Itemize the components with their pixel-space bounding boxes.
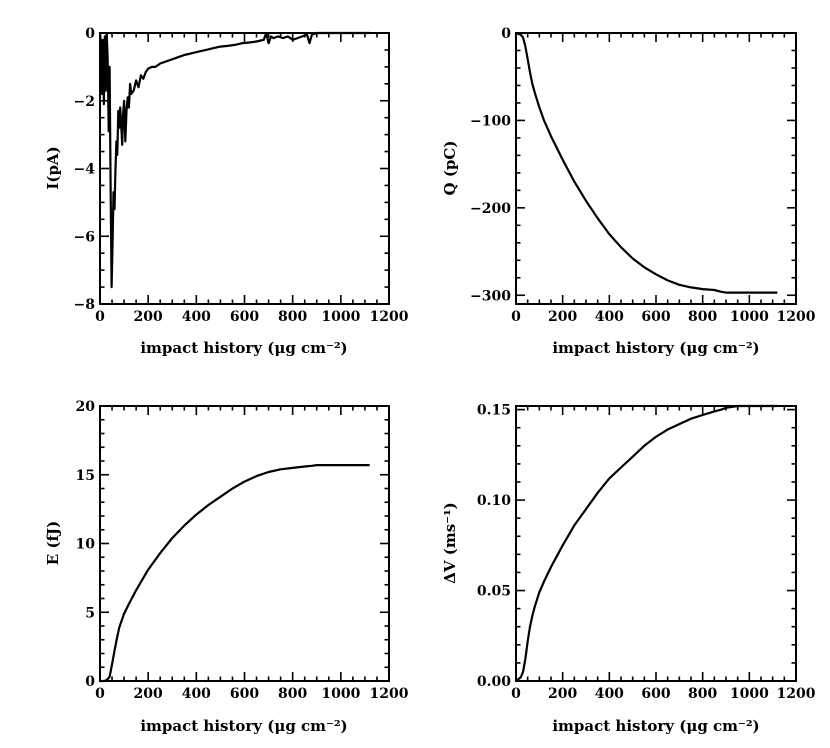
x-tick-label: 400	[595, 686, 624, 702]
tick-labels: 0 200 400 600 800 1000 1200 0 5 10 15 20	[76, 399, 409, 702]
x-tick-label: 400	[182, 686, 211, 702]
y-tick-label: 0.00	[477, 674, 511, 690]
y-axis-label: I(pA)	[44, 146, 62, 189]
y-tick-label: 0	[85, 26, 95, 42]
tick-marks	[515, 406, 797, 682]
x-tick-label: 1000	[321, 309, 360, 325]
energy-series-line	[100, 464, 370, 683]
tick-labels: 0 200 400 600 800 1000 1200 −8 −6 −4 −2 0	[74, 26, 409, 325]
x-tick-label: 800	[278, 686, 307, 702]
y-tick-label: 5	[85, 605, 95, 621]
panel-energy: 0 200 400 600 800 1000 1200 0 5 10 15 20 E (fJ) imp…	[44, 399, 409, 735]
x-tick-label: 800	[688, 686, 717, 702]
current-series-line	[98, 31, 370, 289]
x-tick-label: 600	[230, 686, 259, 702]
y-tick-label: −2	[74, 94, 95, 110]
plot-frame	[515, 32, 797, 305]
x-tick-label: 200	[134, 686, 163, 702]
x-tick-label: 1000	[321, 686, 360, 702]
x-tick-label: 200	[134, 309, 163, 325]
x-tick-label: 1000	[730, 309, 769, 325]
plot-frame	[99, 405, 390, 682]
x-tick-label: 1200	[777, 686, 816, 702]
x-tick-label: 0	[511, 686, 521, 702]
x-tick-label: 800	[278, 309, 307, 325]
y-axis-label: E (fJ)	[44, 521, 62, 565]
x-tick-label: 600	[641, 686, 670, 702]
x-tick-label: 200	[548, 686, 577, 702]
x-axis-label: impact history (μg cm⁻²)	[552, 339, 759, 357]
x-tick-label: 0	[95, 686, 105, 702]
x-axis-label: impact history (μg cm⁻²)	[552, 717, 759, 735]
x-tick-label: 400	[595, 309, 624, 325]
x-tick-label: 1200	[370, 309, 409, 325]
velocity-series-line	[515, 404, 778, 682]
charge-series-line	[515, 31, 778, 294]
x-tick-label: 1200	[370, 686, 409, 702]
panel-velocity: 0 200 400 600 800 1000 1200 0.00 0.05 0.10 0.15 ΔV…	[441, 403, 816, 735]
y-axis-label: ΔV (ms⁻¹)	[441, 502, 459, 584]
y-tick-label: −200	[470, 201, 511, 217]
y-tick-label: −6	[74, 229, 95, 245]
x-tick-label: 1200	[777, 309, 816, 325]
tick-marks	[99, 32, 390, 305]
tick-marks	[515, 32, 797, 304]
x-tick-label: 600	[641, 309, 670, 325]
tick-labels: 0 200 400 600 800 1000 1200 −300 −200 −100 0	[470, 26, 816, 325]
x-tick-label: 0	[511, 309, 521, 325]
y-tick-label: 0.15	[477, 403, 511, 419]
y-tick-label: 0	[501, 26, 511, 42]
y-tick-label: −8	[74, 297, 95, 313]
plot-frame	[515, 405, 797, 682]
x-tick-label: 200	[548, 309, 577, 325]
x-tick-label: 1000	[730, 686, 769, 702]
x-axis-label: impact history (μg cm⁻²)	[140, 717, 347, 735]
y-tick-label: 0.05	[477, 584, 511, 600]
y-tick-label: −100	[470, 113, 511, 129]
y-tick-label: 0	[85, 674, 95, 690]
y-tick-label: 20	[76, 399, 96, 415]
tick-labels: 0 200 400 600 800 1000 1200 0.00 0.05 0.10 0.15	[477, 403, 816, 702]
plot-frame	[99, 32, 390, 305]
panel-current: 0 200 400 600 800 1000 1200 −8 −6 −4 −2 0 I(pA) imp…	[44, 26, 409, 357]
x-tick-label: 0	[95, 309, 105, 325]
x-axis-label: impact history (μg cm⁻²)	[140, 339, 347, 357]
x-tick-label: 800	[688, 309, 717, 325]
y-tick-label: 0.10	[477, 493, 511, 509]
y-tick-label: −4	[74, 162, 96, 178]
x-tick-label: 400	[182, 309, 211, 325]
y-tick-label: −300	[470, 288, 511, 304]
y-tick-label: 10	[76, 537, 96, 553]
tick-marks	[99, 405, 390, 682]
y-axis-label: Q (pC)	[441, 141, 459, 196]
y-tick-label: 15	[76, 468, 95, 484]
x-tick-label: 600	[230, 309, 259, 325]
panel-charge: 0 200 400 600 800 1000 1200 −300 −200 −100 0 Q (pC…	[441, 26, 816, 357]
